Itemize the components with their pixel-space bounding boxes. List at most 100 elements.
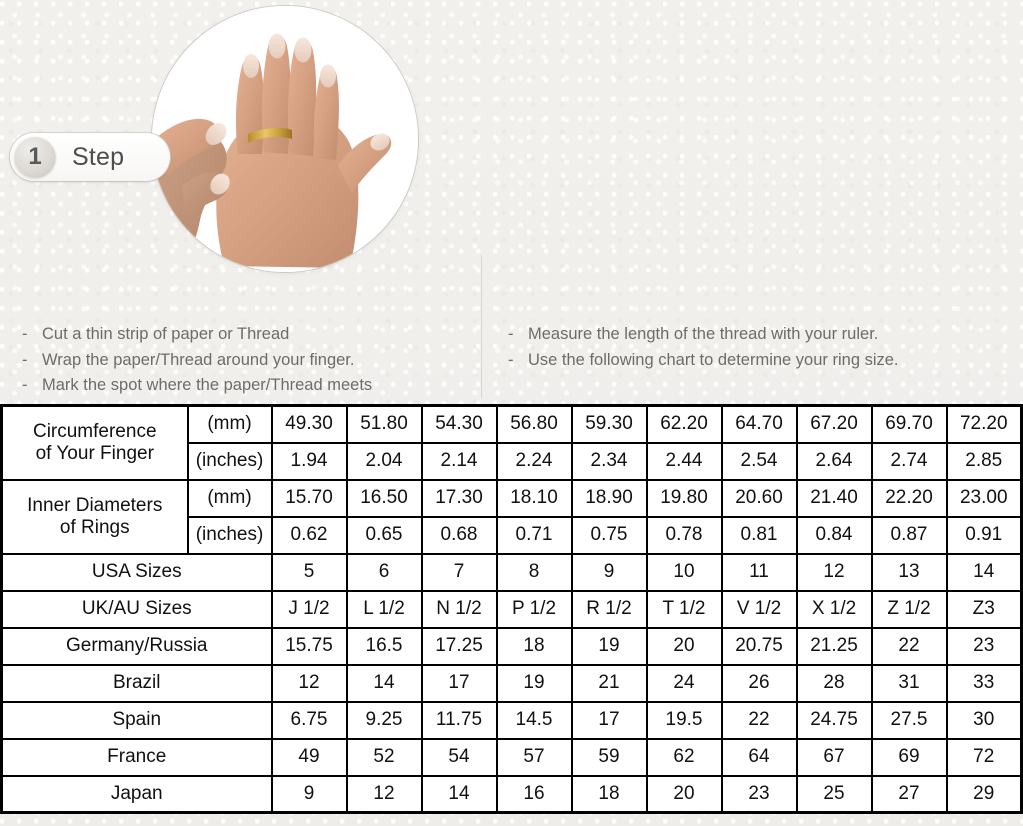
data-cell: 16 xyxy=(495,774,573,814)
bullet-dash: - xyxy=(508,325,514,343)
data-cell: 0.68 xyxy=(420,515,498,555)
data-cell: Z 1/2 xyxy=(870,589,948,629)
data-cell: 2.34 xyxy=(570,441,648,481)
data-cell: 2.44 xyxy=(645,441,723,481)
data-cell: 72 xyxy=(945,737,1023,777)
data-cell: 11 xyxy=(720,552,798,592)
step-1-number: 1 xyxy=(14,136,56,178)
step-1-panel: 1 Step - Cut a thin strip of paper or Thr… xyxy=(0,0,481,398)
panel-divider xyxy=(481,255,482,398)
data-cell: 21.40 xyxy=(795,478,873,518)
data-cell: 2.04 xyxy=(345,441,423,481)
row-header-japan: Japan xyxy=(0,774,273,814)
data-cell: 20.75 xyxy=(720,626,798,666)
data-cell: T 1/2 xyxy=(645,589,723,629)
row-header-inner-diameter: Inner Diameters of Rings xyxy=(0,478,189,555)
data-cell: 67 xyxy=(795,737,873,777)
step-1-instructions: - Cut a thin strip of paper or Thread - Wr… xyxy=(22,322,372,399)
data-cell: 0.75 xyxy=(570,515,648,555)
data-cell: 28 xyxy=(795,663,873,703)
table-row: (inches) 0.62 0.65 0.68 0.71 0.75 0.78 0… xyxy=(2,515,1023,555)
data-cell: 0.87 xyxy=(870,515,948,555)
data-cell: V 1/2 xyxy=(720,589,798,629)
data-cell: 2.85 xyxy=(945,441,1023,481)
data-cell: 29 xyxy=(945,774,1023,814)
data-cell: 19.5 xyxy=(645,700,723,740)
data-cell: 62.20 xyxy=(645,404,723,444)
data-cell: 2.74 xyxy=(870,441,948,481)
step-1-badge: 1 Step xyxy=(10,133,170,181)
data-cell: 27 xyxy=(870,774,948,814)
data-cell: 1.94 xyxy=(270,441,348,481)
data-cell: 25 xyxy=(795,774,873,814)
data-cell: J 1/2 xyxy=(270,589,348,629)
step-2-instructions: - Measure the length of the thread with y… xyxy=(508,322,899,373)
data-cell: 19 xyxy=(495,663,573,703)
row-header-france: France xyxy=(0,737,273,777)
table-row: Inner Diameters of Rings (mm) 15.70 16.5… xyxy=(0,478,1023,555)
data-cell: Z3 xyxy=(945,589,1023,629)
data-cell: 30 xyxy=(945,700,1023,740)
data-cell: 12 xyxy=(795,552,873,592)
unit-cell: (inches) xyxy=(186,515,273,555)
data-cell: 8 xyxy=(495,552,573,592)
data-cell: 52 xyxy=(345,737,423,777)
data-cell: 33 xyxy=(945,663,1023,703)
data-cell: 54 xyxy=(420,737,498,777)
data-cell: 13 xyxy=(870,552,948,592)
table-row: UK/AU Sizes J 1/2 L 1/2 N 1/2 P 1/2 R 1/… xyxy=(0,589,1023,629)
bullet-dash: - xyxy=(22,376,28,394)
data-cell: 6.75 xyxy=(270,700,348,740)
data-cell: L 1/2 xyxy=(345,589,423,629)
table-row: Brazil 12 14 17 19 21 24 26 28 31 33 xyxy=(0,663,1023,703)
table-row: Circumference of Your Finger (mm) 49.30 … xyxy=(0,404,1023,481)
data-cell: R 1/2 xyxy=(570,589,648,629)
instruction-item: - Measure the length of the thread with y… xyxy=(508,322,899,348)
bullet-dash: - xyxy=(22,325,28,343)
unit-cell: (inches) xyxy=(186,441,273,481)
data-cell: 26 xyxy=(720,663,798,703)
unit-cell: (mm) xyxy=(186,404,273,444)
steps-section: 1 Step - Cut a thin strip of paper or Thr… xyxy=(0,0,1023,398)
data-cell: 21.25 xyxy=(795,626,873,666)
data-cell: 69.70 xyxy=(870,404,948,444)
data-cell: 59.30 xyxy=(570,404,648,444)
data-cell: 0.71 xyxy=(495,515,573,555)
instruction-text: Mark the spot where the paper/Thread mee… xyxy=(42,376,373,394)
unit-cell: (mm) xyxy=(186,478,273,518)
row-header-germany-russia: Germany/Russia xyxy=(0,626,273,666)
data-cell: 20.60 xyxy=(720,478,798,518)
instruction-item: - Wrap the paper/Thread around your finge… xyxy=(22,348,372,374)
table-row: Spain 6.75 9.25 11.75 14.5 17 19.5 22 24… xyxy=(0,700,1023,740)
data-cell: 11.75 xyxy=(420,700,498,740)
data-cell: 56.80 xyxy=(495,404,573,444)
table-row: Germany/Russia 15.75 16.5 17.25 18 19 20… xyxy=(0,626,1023,666)
hand-with-ring-photo xyxy=(152,6,418,272)
data-cell: 0.91 xyxy=(945,515,1023,555)
row-header-uk-au-sizes: UK/AU Sizes xyxy=(0,589,273,629)
data-cell: 57 xyxy=(495,737,573,777)
data-cell: 22 xyxy=(720,700,798,740)
data-cell: 22 xyxy=(870,626,948,666)
step-2-panel: 1 2 3 2 Step -Measure the length of the … xyxy=(482,0,1023,398)
data-cell: 27.5 xyxy=(870,700,948,740)
data-cell: 19.80 xyxy=(645,478,723,518)
data-cell: 62 xyxy=(645,737,723,777)
data-cell: 17 xyxy=(420,663,498,703)
data-cell: 17.25 xyxy=(420,626,498,666)
data-cell: 14 xyxy=(345,663,423,703)
row-header-circumference: Circumference of Your Finger xyxy=(0,404,189,481)
bullet-dash: - xyxy=(22,350,28,369)
table-row: (inches) 1.94 2.04 2.14 2.24 2.34 2.44 2… xyxy=(2,441,1023,481)
ring-size-table: Circumference of Your Finger (mm) 49.30 … xyxy=(0,404,1023,814)
data-cell: 12 xyxy=(345,774,423,814)
data-cell: 15.70 xyxy=(270,478,348,518)
data-cell: 18 xyxy=(570,774,648,814)
data-cell: 16.5 xyxy=(345,626,423,666)
data-cell: 59 xyxy=(570,737,648,777)
data-cell: 24.75 xyxy=(795,700,873,740)
instruction-item: - Mark the spot where the paper/Thread me… xyxy=(22,373,372,399)
data-cell: 15.75 xyxy=(270,626,348,666)
data-cell: 69 xyxy=(870,737,948,777)
